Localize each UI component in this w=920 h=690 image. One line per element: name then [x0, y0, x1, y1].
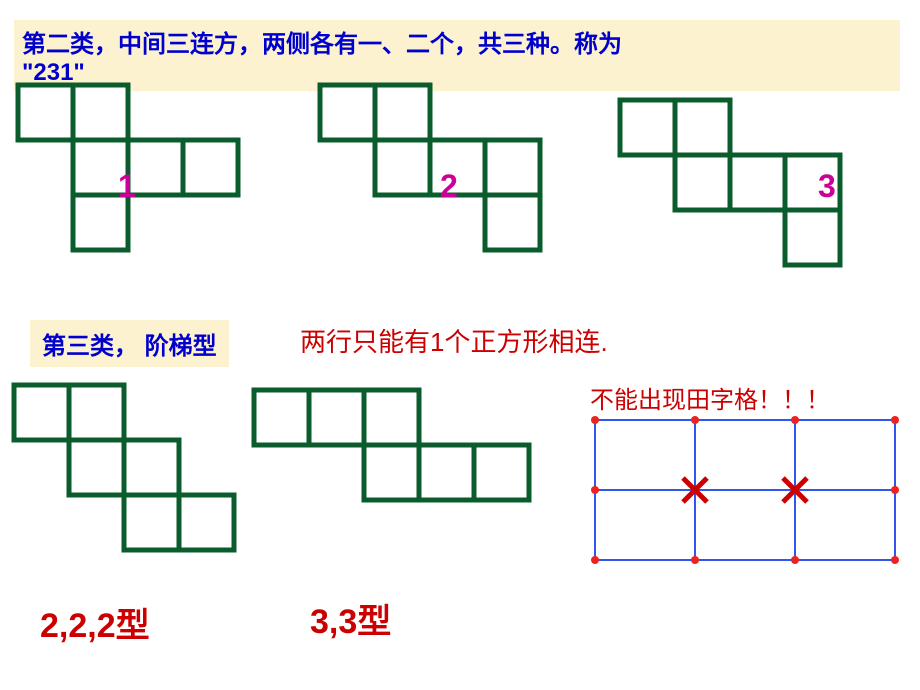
- cube-net-33: [254, 390, 529, 500]
- invalid-tian-grid: [591, 416, 899, 564]
- cube-net-3: [620, 100, 840, 265]
- label-222: 2,2,2型: [40, 598, 150, 647]
- shapes-canvas: [0, 0, 920, 690]
- label-1: 1: [118, 168, 136, 205]
- label-3: 3: [818, 168, 836, 205]
- label-33: 3,3型: [310, 594, 391, 643]
- label-2: 2: [440, 168, 458, 205]
- cube-net-222: [14, 385, 234, 550]
- cube-net-2: [320, 85, 540, 250]
